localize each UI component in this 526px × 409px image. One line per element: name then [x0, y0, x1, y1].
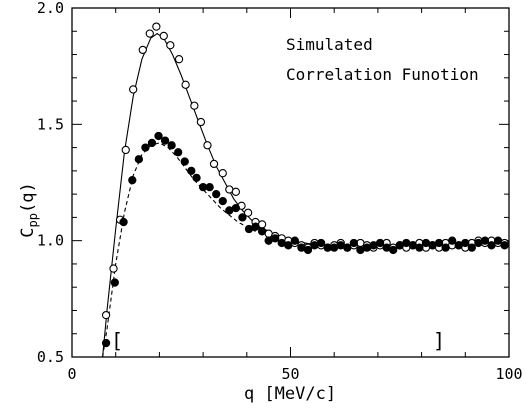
filled-data-point	[134, 155, 144, 164]
filled-data-point	[160, 136, 170, 145]
x-tick-label: 100	[495, 365, 522, 383]
open-data-point	[190, 101, 199, 110]
filled-data-point	[415, 243, 424, 252]
filled-data-point	[180, 157, 189, 166]
filled-data-point	[493, 236, 503, 245]
filled-data-point	[375, 238, 385, 248]
data-markers	[101, 22, 509, 348]
open-data-point	[218, 169, 227, 178]
filled-data-point	[192, 173, 201, 182]
y-axis-label-main: C	[18, 227, 38, 237]
filled-data-point	[154, 131, 163, 141]
filled-data-point	[467, 243, 477, 252]
filled-data-point	[487, 241, 496, 250]
open-data-point	[166, 41, 175, 50]
filled-data-point	[389, 245, 398, 255]
filled-data-point	[205, 183, 214, 192]
open-data-point	[138, 45, 147, 55]
filled-data-point	[448, 236, 457, 245]
plot-frame	[71, 7, 510, 358]
filled-data-point	[218, 196, 227, 206]
range-brackets: []	[111, 328, 445, 352]
y-tick-label: 1.5	[37, 115, 64, 133]
filled-data-point	[119, 217, 128, 227]
filled-data-point	[461, 238, 470, 248]
open-data-point	[129, 85, 138, 94]
open-data-point	[209, 159, 219, 169]
filled-data-point	[303, 245, 313, 255]
axis-tick-labels: 0 50 100 0.5 1.0 1.5 2.0	[37, 0, 523, 383]
filled-data-point	[251, 222, 260, 231]
filled-data-point	[257, 227, 267, 236]
open-data-point	[145, 29, 154, 38]
filled-data-point	[231, 203, 241, 213]
x-axis-label: q [MeV/c]	[244, 384, 336, 404]
svg-text:Cpp(q): Cpp(q)	[18, 182, 40, 237]
axis-ticks	[71, 7, 510, 358]
filled-data-point	[174, 148, 183, 157]
filled-data-point	[101, 338, 111, 348]
y-axis-label: Cpp(q)	[18, 182, 40, 237]
y-axis-label-subscript: pp	[26, 213, 40, 227]
x-tick-label: 0	[67, 365, 76, 383]
x-tick-label: 50	[281, 365, 299, 383]
y-tick-label: 1.0	[37, 232, 64, 250]
filled-data-point	[147, 138, 157, 148]
open-data-point	[196, 117, 206, 127]
filled-data-point	[284, 241, 293, 250]
filled-data-point	[343, 243, 352, 252]
filled-data-point	[316, 238, 326, 248]
filled-data-point	[441, 243, 450, 252]
filled-data-point	[480, 236, 490, 245]
open-data-point	[174, 55, 184, 64]
y-tick-label: 2.0	[37, 0, 64, 17]
open-data-point	[203, 141, 212, 150]
filled-data-point	[271, 234, 280, 243]
filled-data-point	[434, 238, 444, 248]
open-data-point	[121, 145, 130, 155]
filled-data-point	[212, 189, 221, 199]
open-data-point	[231, 187, 241, 196]
filled-data-point	[187, 166, 196, 176]
filled-data-point	[238, 213, 247, 222]
filled-data-point	[290, 236, 300, 245]
open-data-point	[181, 80, 190, 89]
open-data-point	[109, 264, 118, 273]
open-data-point	[243, 208, 253, 217]
filled-data-point	[141, 143, 150, 152]
filled-data-point	[110, 278, 119, 287]
open-data-point	[101, 310, 111, 320]
annotation-line-1: Simulated	[286, 35, 373, 54]
filled-data-point	[128, 176, 137, 185]
y-axis-label-tail: (q)	[18, 182, 38, 213]
filled-data-point	[167, 141, 176, 150]
open-data-point	[152, 22, 161, 31]
annotation-line-2: Correlation Funotion	[286, 65, 479, 84]
filled-data-point	[500, 241, 509, 250]
y-tick-label: 0.5	[37, 348, 64, 366]
range-bracket-right: ]	[433, 328, 445, 352]
range-bracket-left: [	[111, 328, 123, 352]
filled-data-point	[349, 238, 359, 248]
open-data-point	[159, 31, 168, 41]
plot-area-border	[71, 7, 510, 358]
